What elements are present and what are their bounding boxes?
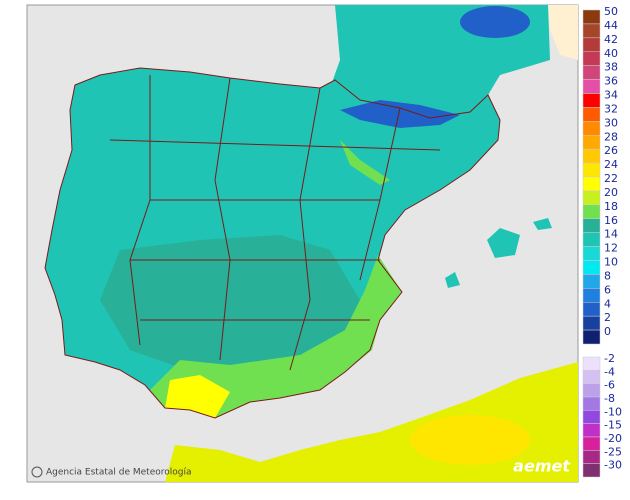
legend-swatch — [582, 274, 601, 289]
interior-warm — [100, 235, 360, 375]
map — [26, 4, 579, 483]
legend-label: 28 — [604, 130, 618, 143]
credit: Agencia Estatal de Meteorología aemet — [31, 457, 571, 478]
border — [44, 67, 501, 419]
legend-swatch — [582, 302, 601, 317]
legend-label: 30 — [604, 116, 618, 129]
legend-label: 40 — [604, 47, 618, 60]
legend-label: 24 — [604, 158, 618, 171]
ebro-valley — [340, 140, 390, 185]
legend-label: 38 — [604, 61, 618, 74]
legend-swatch — [582, 246, 601, 261]
legend-label: 12 — [604, 242, 618, 255]
legend-swatch — [582, 204, 601, 219]
legend-swatch — [582, 436, 601, 451]
legend-label: 36 — [604, 75, 618, 88]
legend-swatch — [582, 232, 601, 247]
legend-label: -20 — [604, 432, 622, 445]
province-borders — [109, 75, 441, 371]
legend-label: -15 — [604, 419, 622, 432]
legend-swatch — [582, 383, 601, 398]
legend-swatch — [582, 218, 601, 233]
legend-swatch — [582, 190, 601, 206]
legend-label: 44 — [604, 19, 618, 32]
legend-label: 22 — [604, 172, 618, 185]
legend-label: 8 — [604, 269, 611, 282]
legend-swatch — [582, 423, 601, 438]
menorca — [533, 218, 552, 230]
legend-swatch — [582, 51, 601, 66]
legend-label: -2 — [604, 352, 615, 365]
alps-cold — [460, 6, 530, 38]
legend-label: 34 — [604, 89, 618, 102]
legend-label: -30 — [604, 459, 622, 472]
legend-swatch — [582, 93, 601, 108]
legend-swatch — [582, 9, 601, 25]
legend-label: 42 — [604, 33, 618, 46]
legend-label: -25 — [604, 445, 622, 458]
legend-swatch — [582, 135, 601, 150]
legend-swatch — [582, 288, 601, 303]
legend-swatch — [582, 121, 601, 136]
legend-swatch — [582, 37, 601, 52]
legend-swatch — [582, 162, 601, 178]
legend-label: 14 — [604, 228, 618, 241]
legend-swatch — [582, 315, 601, 331]
south-coast — [150, 255, 402, 418]
legend-swatch — [582, 79, 601, 94]
legend-label: 6 — [604, 283, 611, 296]
logo: aemet — [513, 457, 571, 476]
legend-swatch — [582, 356, 601, 371]
legend-label: 2 — [604, 311, 611, 324]
legend-swatch — [582, 107, 601, 122]
legend-label: 32 — [604, 102, 618, 115]
legend-swatch — [582, 176, 601, 192]
legend-label: 50 — [604, 5, 618, 18]
credit-text: Agencia Estatal de Meteorología — [46, 468, 192, 478]
legend-swatch — [582, 463, 601, 478]
pyrenees-cold — [340, 100, 460, 128]
legend-swatch — [582, 23, 601, 39]
legend-label: -4 — [604, 365, 615, 378]
italy-edge — [548, 5, 578, 60]
legend-label: 0 — [604, 325, 611, 338]
legend-label: 20 — [604, 186, 618, 199]
legend-swatch — [582, 65, 601, 80]
legend-swatch — [582, 410, 601, 424]
legend-label: 4 — [604, 297, 611, 310]
legend-swatch — [582, 450, 601, 464]
legend-label: 18 — [604, 200, 618, 213]
legend-label: 10 — [604, 256, 618, 269]
legend-label: 26 — [604, 144, 618, 157]
legend-label: -10 — [604, 405, 622, 418]
cadiz-warm — [165, 375, 230, 418]
copyright-icon — [31, 466, 43, 478]
africa-warm — [410, 415, 530, 465]
legend-swatch — [582, 260, 601, 275]
legend-label: 16 — [604, 214, 618, 227]
legend-label: -6 — [604, 379, 615, 392]
ibiza — [445, 272, 460, 288]
legend: 5044424038363432302826242220181614121086… — [582, 5, 622, 478]
legend-swatch — [582, 396, 601, 411]
legend-swatch — [582, 370, 601, 384]
legend-swatch — [582, 148, 601, 164]
legend-swatch — [582, 329, 601, 345]
legend-label: -8 — [604, 392, 615, 405]
mallorca — [487, 228, 520, 258]
